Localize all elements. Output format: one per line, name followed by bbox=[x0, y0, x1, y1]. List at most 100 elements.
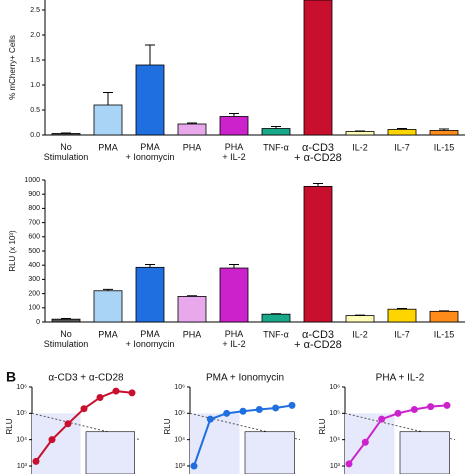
y-tick-label: 2.5 bbox=[30, 7, 40, 14]
point bbox=[443, 401, 451, 409]
x-tick-label: PMA + Ionomycin bbox=[126, 142, 175, 162]
error-bar bbox=[397, 308, 407, 310]
bar bbox=[93, 290, 123, 323]
point bbox=[80, 405, 88, 413]
inset bbox=[85, 431, 135, 474]
error-bar bbox=[103, 92, 113, 105]
error-bar bbox=[61, 317, 71, 320]
panel-label: B bbox=[6, 369, 16, 385]
x-tick-label: No Stimulation bbox=[44, 142, 89, 162]
x-tick-label: TNF-α bbox=[263, 142, 289, 152]
bar bbox=[177, 296, 207, 323]
bar bbox=[429, 130, 459, 136]
error-bar bbox=[229, 113, 239, 117]
x-tick-label: IL-15 bbox=[434, 142, 455, 152]
bar bbox=[261, 313, 291, 323]
x-tick-label: IL-2 bbox=[352, 142, 368, 152]
error-bar bbox=[187, 122, 197, 124]
x-tick-label: α-CD3 + α-CD28 bbox=[294, 329, 342, 351]
point bbox=[345, 460, 353, 468]
point bbox=[272, 404, 280, 412]
bar bbox=[135, 266, 165, 323]
bar bbox=[303, 0, 333, 136]
x-tick-label: PHA + IL-2 bbox=[222, 142, 245, 162]
x-tick-label: IL-2 bbox=[352, 329, 368, 339]
x-tick-label: PHA bbox=[183, 329, 202, 339]
bar bbox=[93, 104, 123, 136]
threshold-line bbox=[344, 412, 456, 441]
bar bbox=[303, 185, 333, 323]
bar bbox=[51, 133, 81, 136]
x-tick-label: IL-15 bbox=[434, 329, 455, 339]
y-axis-label: % mCherry+ Cells bbox=[8, 35, 17, 100]
y-tick-label: 900 bbox=[28, 191, 40, 198]
point bbox=[288, 401, 296, 409]
error-bar bbox=[355, 130, 365, 132]
point bbox=[190, 462, 198, 470]
chart-title: PMA + Ionomycin bbox=[206, 373, 284, 384]
bar bbox=[219, 116, 249, 136]
inset bbox=[399, 431, 450, 474]
error-bar bbox=[397, 128, 407, 130]
y-tick-label: 200 bbox=[28, 290, 40, 297]
y-tick-label: 800 bbox=[28, 205, 40, 212]
y-tick-label: 500 bbox=[28, 248, 40, 255]
bar bbox=[177, 123, 207, 136]
bar bbox=[51, 318, 81, 323]
y-tick-label: 400 bbox=[28, 262, 40, 269]
point bbox=[96, 393, 104, 401]
point bbox=[410, 405, 418, 413]
y-tick-label: 10⁴ bbox=[329, 437, 340, 444]
point bbox=[361, 438, 369, 446]
x-tick-label: TNF-α bbox=[263, 329, 289, 339]
y-tick-label: 0.0 bbox=[30, 132, 40, 139]
x-tick-label: PMA bbox=[98, 142, 118, 152]
point bbox=[112, 387, 120, 395]
bar bbox=[429, 310, 459, 323]
x-tick-label: PHA + IL-2 bbox=[222, 329, 245, 349]
point bbox=[206, 415, 214, 423]
x-tick-label: PMA bbox=[98, 329, 118, 339]
bar bbox=[387, 308, 417, 323]
x-tick-label: IL-7 bbox=[394, 329, 410, 339]
error-bar bbox=[313, 183, 323, 187]
y-tick-label: 0 bbox=[36, 319, 40, 326]
y-tick-label: 600 bbox=[28, 234, 40, 241]
error-bar bbox=[187, 295, 197, 297]
y-tick-label: 1.5 bbox=[30, 57, 40, 64]
chart-title: α-CD3 + α-CD28 bbox=[48, 373, 124, 384]
y-tick-label: 10⁶ bbox=[16, 384, 27, 391]
y-axis-label: RLU (x 10³) bbox=[8, 230, 17, 272]
y-tick-label: 1.0 bbox=[30, 82, 40, 89]
bar bbox=[387, 129, 417, 136]
bar bbox=[261, 128, 291, 136]
point bbox=[378, 415, 386, 423]
bar bbox=[345, 131, 375, 136]
y-tick-label: 10³ bbox=[17, 463, 28, 470]
y-tick-label: 10³ bbox=[175, 463, 186, 470]
point bbox=[48, 436, 56, 444]
error-bar bbox=[103, 288, 113, 291]
point bbox=[239, 407, 247, 415]
y-tick-label: 700 bbox=[28, 219, 40, 226]
y-tick-label: 1000 bbox=[24, 177, 40, 184]
y-axis-label: RLU bbox=[5, 418, 14, 434]
inset bbox=[244, 431, 295, 474]
y-tick-label: 10³ bbox=[330, 463, 341, 470]
bar bbox=[135, 64, 165, 136]
bar bbox=[219, 267, 249, 323]
y-tick-label: 10⁶ bbox=[174, 384, 185, 391]
x-tick-label: PHA bbox=[183, 142, 202, 152]
y-tick-label: 2.0 bbox=[30, 32, 40, 39]
shaded-region bbox=[345, 413, 395, 474]
point bbox=[223, 409, 231, 417]
x-tick-label: PMA + Ionomycin bbox=[126, 329, 175, 349]
point bbox=[64, 420, 72, 428]
y-tick-label: 10⁶ bbox=[329, 384, 340, 391]
y-tick-label: 10⁴ bbox=[16, 437, 27, 444]
point bbox=[427, 403, 435, 411]
error-bar bbox=[61, 132, 71, 134]
y-tick-label: 10⁴ bbox=[174, 437, 185, 444]
y-tick-label: 10⁵ bbox=[174, 410, 185, 417]
